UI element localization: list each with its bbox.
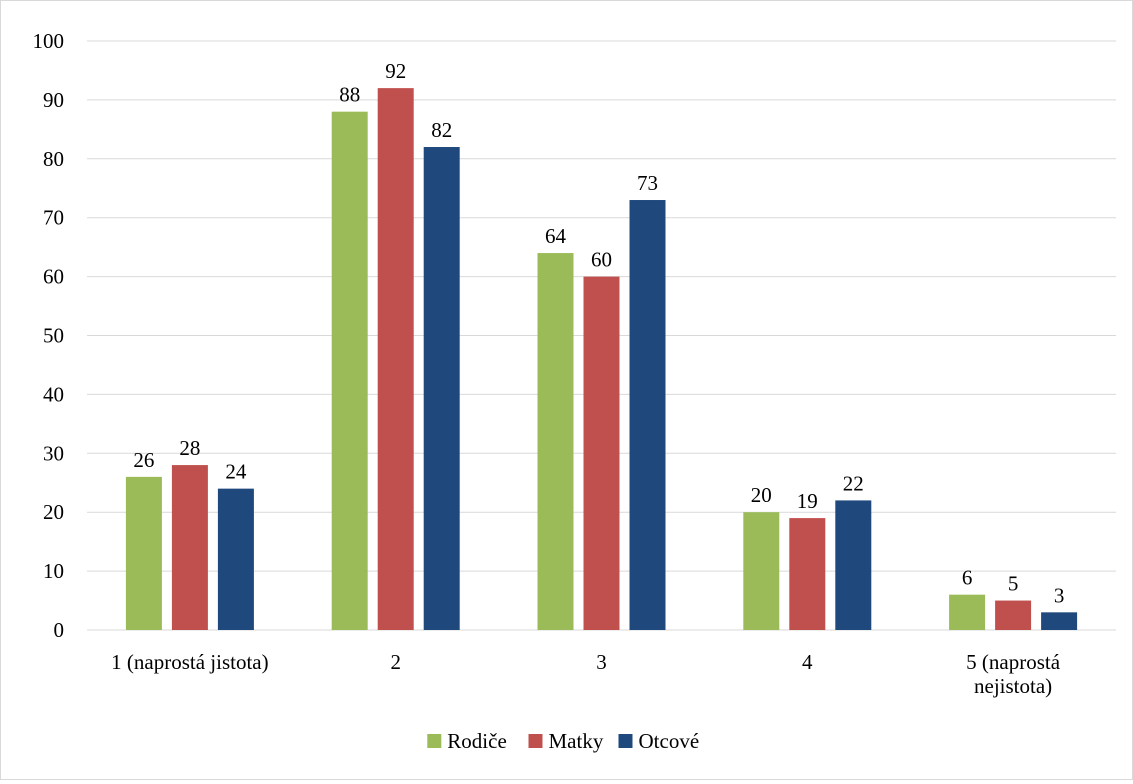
data-label: 73 (637, 171, 658, 195)
legend-label: Rodiče (447, 729, 506, 753)
legend: Rodiče Matky Otcové (427, 729, 699, 753)
y-tick-label: 20 (43, 500, 64, 524)
bar (995, 600, 1032, 630)
legend-label: Otcové (639, 729, 700, 753)
x-tick-label: 3 (596, 650, 607, 674)
x-tick-label: 1 (naprostá jistota) (111, 650, 268, 674)
x-axis-labels: 1 (naprostá jistota) 2 3 4 5 (naprostánejist… (111, 650, 1061, 698)
y-tick-label: 60 (43, 265, 64, 289)
data-label: 3 (1054, 583, 1065, 607)
x-tick-label: 2 (390, 650, 401, 674)
bar (125, 476, 162, 630)
data-label: 64 (545, 224, 567, 248)
bar (217, 488, 254, 630)
data-label: 92 (385, 59, 406, 83)
data-label: 5 (1008, 572, 1019, 596)
data-label: 60 (591, 248, 612, 272)
bar (835, 500, 872, 630)
data-label: 26 (133, 448, 154, 472)
data-label: 22 (843, 471, 864, 495)
data-label: 24 (225, 460, 247, 484)
data-label: 82 (431, 118, 452, 142)
y-tick-label: 80 (43, 147, 64, 171)
legend-swatch (528, 734, 543, 748)
bar (629, 200, 666, 630)
bar (331, 111, 368, 631)
y-tick-label: 0 (54, 618, 65, 642)
bar (1041, 612, 1078, 630)
y-tick-label: 70 (43, 206, 64, 230)
bar (537, 253, 574, 631)
bar (789, 518, 826, 630)
data-label: 20 (751, 483, 772, 507)
data-label: 19 (797, 489, 818, 513)
legend-swatch (618, 734, 633, 748)
y-tick-label: 50 (43, 324, 64, 348)
y-tick-label: 10 (43, 559, 64, 583)
data-label: 88 (339, 83, 360, 107)
y-tick-label: 40 (43, 382, 64, 406)
y-tick-label: 90 (43, 88, 64, 112)
legend-swatch (427, 734, 442, 748)
x-tick-label: 5 (naprostá (966, 650, 1061, 674)
y-axis-ticks: 0 10 20 30 40 50 60 70 80 90 100 (33, 29, 65, 642)
bar (423, 147, 460, 630)
data-label: 6 (962, 566, 973, 590)
x-tick-label: 4 (802, 650, 813, 674)
bar (743, 512, 780, 630)
data-labels: 26 28 24 88 92 82 64 60 73 20 19 22 6 5 3 (133, 59, 1064, 607)
bar (583, 276, 620, 630)
x-tick-label: nejistota) (974, 674, 1052, 698)
bar (949, 594, 986, 630)
bar (377, 88, 414, 631)
legend-label: Matky (549, 729, 604, 753)
data-label: 28 (179, 436, 200, 460)
bar (171, 465, 208, 630)
y-tick-label: 100 (33, 29, 65, 53)
y-tick-label: 30 (43, 441, 64, 465)
bars (125, 88, 1078, 631)
